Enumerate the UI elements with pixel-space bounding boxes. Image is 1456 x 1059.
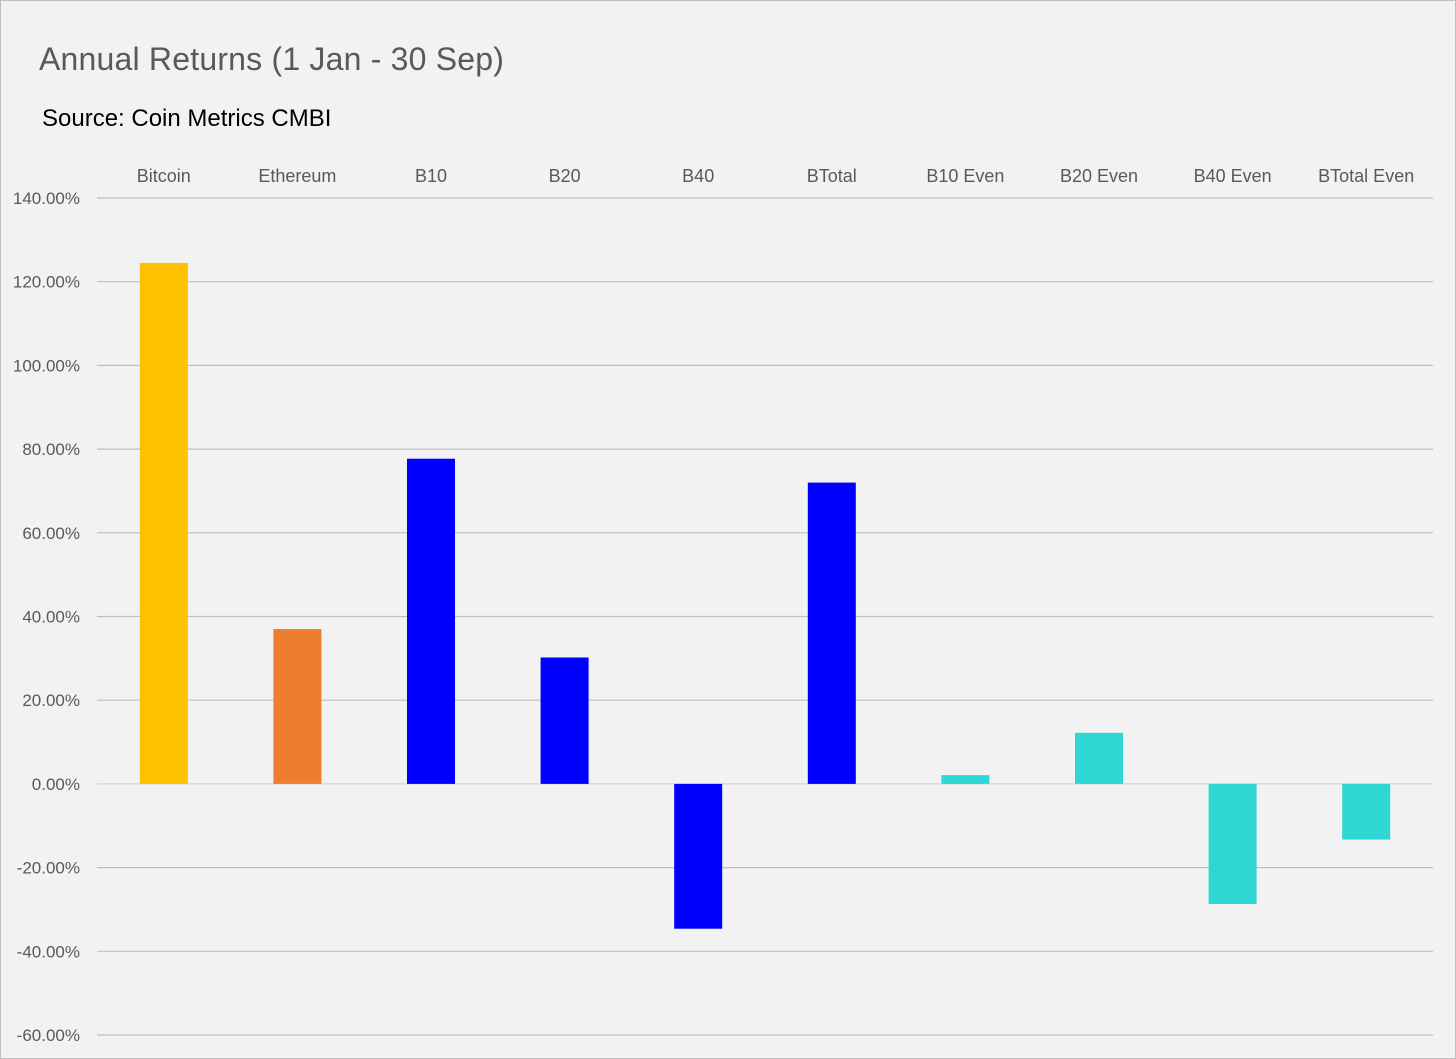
y-tick-label: 100.00%: [13, 356, 80, 375]
bar: [807, 482, 856, 784]
category-label: B10 Even: [926, 166, 1004, 186]
bar: [540, 657, 589, 784]
y-tick-label: 20.00%: [22, 691, 80, 710]
y-tick-label: 40.00%: [22, 608, 80, 627]
y-tick-label: 120.00%: [13, 273, 80, 292]
bar: [674, 783, 723, 929]
chart-title: Annual Returns (1 Jan - 30 Sep): [39, 41, 505, 77]
bar: [1342, 783, 1391, 840]
category-label: B20: [549, 166, 581, 186]
bar: [273, 629, 322, 784]
y-tick-label: 0.00%: [32, 775, 80, 794]
y-axis-tick-labels: 140.00% 120.00% 100.00% 80.00% 60.00% 40.00% 2…: [13, 189, 80, 1045]
bars: [139, 262, 1391, 929]
y-tick-label: -60.00%: [17, 1026, 80, 1045]
gridlines: [97, 197, 1433, 1036]
y-tick-label: -20.00%: [17, 859, 80, 878]
bar: [1075, 732, 1123, 784]
category-label: Ethereum: [258, 166, 336, 186]
category-axis-labels: Bitcoin Ethereum B10 B20 B40 BTotal B10 Even B2…: [137, 166, 1414, 186]
bar: [1208, 783, 1257, 905]
category-label: BTotal: [807, 166, 857, 186]
y-tick-label: 60.00%: [22, 524, 80, 543]
category-label: B40: [682, 166, 714, 186]
category-label: BTotal Even: [1318, 166, 1414, 186]
category-label: B40 Even: [1194, 166, 1272, 186]
chart-subtitle: Source: Coin Metrics CMBI: [42, 105, 332, 132]
bar: [941, 775, 990, 784]
bar: [407, 458, 455, 784]
category-label: B10: [415, 166, 447, 186]
y-tick-label: -40.00%: [17, 942, 80, 961]
category-label: B20 Even: [1060, 166, 1138, 186]
bar: [139, 262, 188, 784]
category-label: Bitcoin: [137, 166, 191, 186]
y-tick-label: 140.00%: [13, 189, 80, 208]
y-tick-label: 80.00%: [22, 440, 80, 459]
